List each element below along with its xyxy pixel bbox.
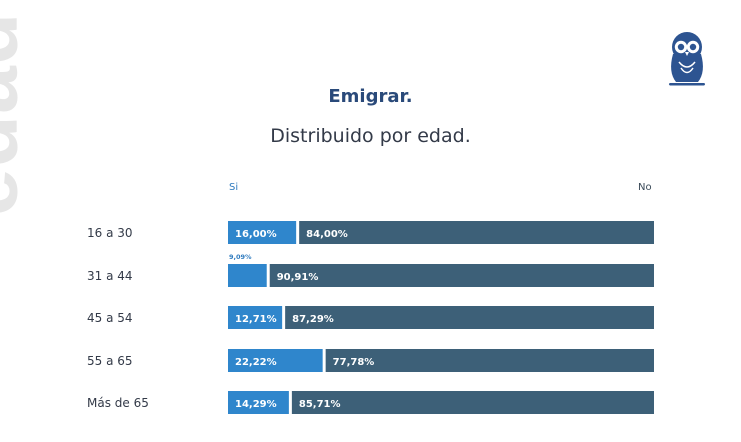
bar-si-55-a-65 (228, 349, 323, 372)
chart-title: Emigrar. (328, 86, 413, 107)
bar-si-m-s-de-65 (228, 391, 289, 414)
category-label-16-30: 16 a 30 (87, 226, 133, 240)
label-si-55-a-65: 22,22% (235, 357, 277, 368)
chart-subtitle: Distribuido por edad. (270, 125, 471, 147)
owl-logo-icon (669, 32, 705, 86)
label-no-45-a-54: 87,29% (292, 314, 334, 325)
category-label-45-54: 45 a 54 (87, 311, 133, 325)
bar-no-31-a-44 (269, 264, 654, 287)
label-no-55-a-65: 77,78% (333, 357, 375, 368)
category-label-mas-65: Más de 65 (87, 396, 149, 410)
label-no-16-a-30: 84,00% (306, 229, 348, 240)
category-label-31-44: 31 a 44 (87, 269, 133, 283)
label-si-16-a-30: 16,00% (235, 229, 277, 240)
bar-si-45-a-54 (228, 306, 283, 329)
bar-no-55-a-65 (325, 349, 654, 372)
bar-no-m-s-de-65 (291, 391, 654, 414)
label-si-m-s-de-65: 14,29% (235, 399, 277, 410)
label-no-31-a-44: 90,91% (277, 272, 319, 283)
bar-no-16-a-30 (299, 221, 654, 244)
label-no-m-s-de-65: 85,71% (299, 399, 341, 410)
bar-si-31-a-44 (228, 264, 267, 287)
bar-si-16-a-30 (228, 221, 297, 244)
category-label-55-65: 55 a 65 (87, 354, 133, 368)
label-si-31-a-44: 9,09% (229, 253, 252, 261)
legend-no: No (638, 182, 652, 193)
label-si-45-a-54: 12,71% (235, 314, 277, 325)
legend-si: Si (229, 182, 239, 193)
bar-no-45-a-54 (285, 306, 654, 329)
